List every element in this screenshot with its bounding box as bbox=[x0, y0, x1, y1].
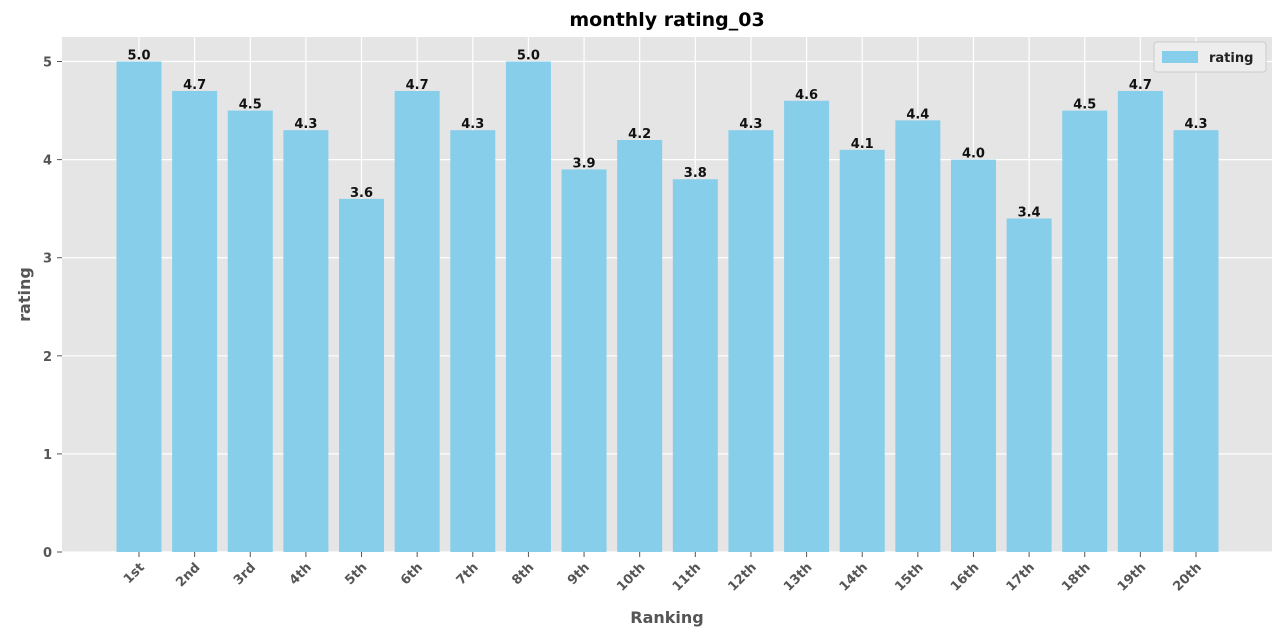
bar-14th bbox=[839, 149, 885, 553]
x-tick-label: 10th bbox=[614, 560, 648, 594]
value-labels: 5.0 4.7 4.5 4.3 3.6 4.7 4.3 5.0 3.9 4.2 3.8 4.3 4.6 4… bbox=[127, 49, 1207, 221]
bar-8th bbox=[505, 61, 551, 553]
bar-9th bbox=[561, 169, 607, 552]
bar-17th bbox=[1006, 218, 1052, 552]
x-tick-label: 14th bbox=[837, 560, 871, 594]
x-tick-label: 13th bbox=[781, 560, 815, 594]
value-label-18th: 4.5 bbox=[1073, 98, 1096, 113]
x-tick-label: 20th bbox=[1170, 560, 1204, 594]
bar-13th bbox=[784, 100, 830, 552]
value-label-12th: 4.3 bbox=[739, 117, 762, 132]
value-label-1st: 5.0 bbox=[127, 49, 150, 64]
x-tick-label: 17th bbox=[1004, 560, 1038, 594]
x-tick-label: 1st bbox=[121, 560, 148, 587]
value-label-20th: 4.3 bbox=[1184, 117, 1207, 132]
bar-15th bbox=[895, 120, 941, 552]
value-label-14th: 4.1 bbox=[851, 137, 874, 152]
x-tick-label: 6th bbox=[398, 560, 426, 588]
bar-1st bbox=[116, 61, 162, 553]
legend-swatch bbox=[1162, 51, 1198, 63]
bar-20th bbox=[1173, 130, 1219, 552]
value-label-15th: 4.4 bbox=[906, 107, 929, 122]
value-label-19th: 4.7 bbox=[1129, 78, 1152, 93]
value-label-4th: 4.3 bbox=[294, 117, 317, 132]
x-tick-label: 5th bbox=[342, 560, 370, 588]
bar-18th bbox=[1062, 110, 1108, 553]
y-tick-label: 4 bbox=[43, 154, 52, 169]
bar-2nd bbox=[172, 90, 218, 552]
x-tick-label: 18th bbox=[1059, 560, 1093, 594]
x-tick-label: 3rd bbox=[231, 560, 259, 588]
y-tick-label: 3 bbox=[43, 252, 52, 267]
legend-box bbox=[1153, 41, 1267, 73]
value-label-11th: 3.8 bbox=[684, 166, 707, 181]
x-tick-label: 8th bbox=[509, 560, 537, 588]
legend: rating bbox=[1153, 41, 1267, 73]
y-axis-label: rating bbox=[15, 267, 34, 322]
value-label-8th: 5.0 bbox=[517, 49, 540, 64]
bar-10th bbox=[617, 140, 663, 552]
bar-16th bbox=[950, 159, 996, 552]
chart-title: monthly rating_03 bbox=[569, 9, 764, 31]
value-label-2nd: 4.7 bbox=[183, 78, 206, 93]
value-label-10th: 4.2 bbox=[628, 127, 651, 142]
y-tick-label: 1 bbox=[43, 448, 52, 463]
value-label-6th: 4.7 bbox=[406, 78, 429, 93]
x-axis-ticks: 1st 2nd 3rd 4th 5th 6th 7th 8th 9th 10th 11th 12th 1… bbox=[121, 552, 1205, 595]
value-label-13th: 4.6 bbox=[795, 88, 818, 103]
y-axis-ticks: 0 1 2 3 4 5 bbox=[43, 56, 62, 561]
bars bbox=[116, 61, 1219, 553]
bar-6th bbox=[394, 90, 440, 552]
x-tick-label: 9th bbox=[565, 560, 593, 588]
bar-12th bbox=[728, 130, 774, 552]
y-tick-label: 0 bbox=[43, 546, 52, 561]
bar-7th bbox=[450, 130, 496, 552]
x-tick-label: 7th bbox=[454, 560, 482, 588]
x-axis-label: Ranking bbox=[630, 608, 703, 627]
x-tick-label: 12th bbox=[725, 560, 759, 594]
x-tick-label: 2nd bbox=[173, 560, 203, 590]
x-tick-label: 19th bbox=[1115, 560, 1149, 594]
x-tick-label: 11th bbox=[670, 560, 704, 594]
bar-11th bbox=[672, 179, 718, 552]
value-label-9th: 3.9 bbox=[573, 156, 596, 171]
value-label-7th: 4.3 bbox=[461, 117, 484, 132]
value-label-5th: 3.6 bbox=[350, 186, 373, 201]
bar-4th bbox=[283, 130, 329, 552]
y-tick-label: 5 bbox=[43, 56, 52, 71]
bar-3rd bbox=[227, 110, 273, 553]
x-tick-label: 4th bbox=[287, 560, 315, 588]
value-label-17th: 3.4 bbox=[1018, 205, 1041, 220]
bar-5th bbox=[339, 198, 385, 552]
value-label-3rd: 4.5 bbox=[239, 98, 262, 113]
y-tick-label: 2 bbox=[43, 350, 52, 365]
legend-label: rating bbox=[1209, 51, 1253, 66]
value-label-16th: 4.0 bbox=[962, 147, 985, 162]
x-tick-label: 16th bbox=[948, 560, 982, 594]
x-tick-label: 15th bbox=[892, 560, 926, 594]
bar-19th bbox=[1117, 90, 1163, 552]
